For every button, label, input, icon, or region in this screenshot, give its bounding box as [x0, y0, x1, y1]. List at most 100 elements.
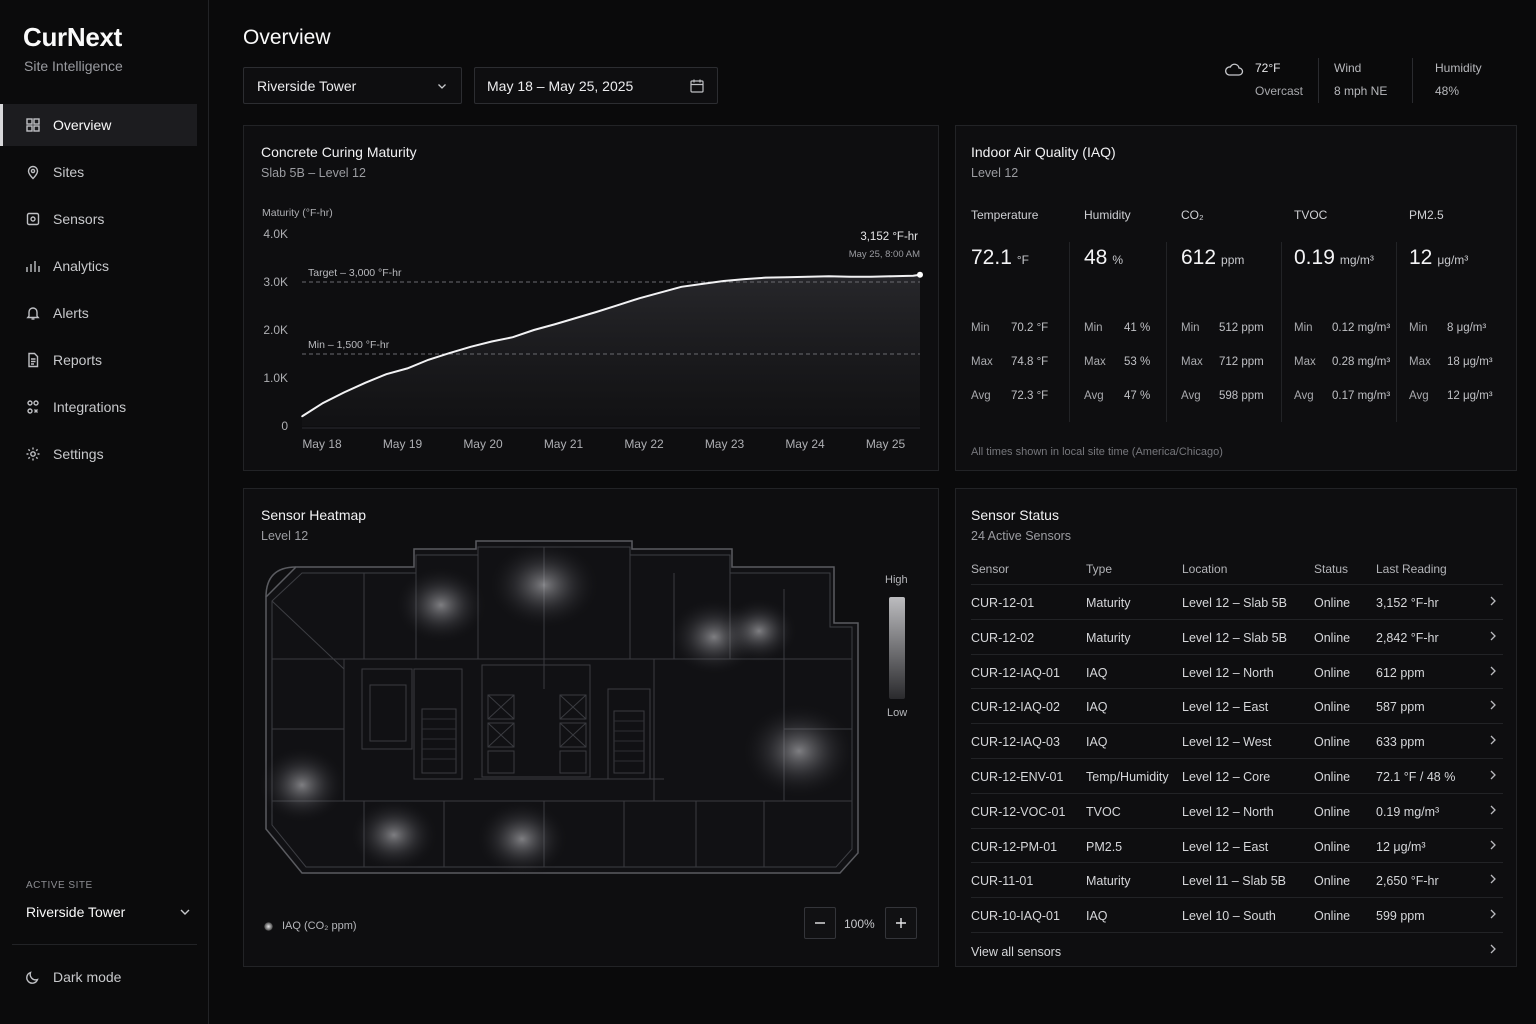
data-point [807, 275, 809, 278]
table-row[interactable]: CUR-12-ENV-01 Temp/Humidity Level 12 – Cor… [971, 758, 1503, 793]
date-range-picker[interactable]: May 18 – May 25, 2025 [474, 67, 718, 104]
data-point [322, 402, 324, 404]
sidebar-item-overview[interactable]: Overview [0, 104, 197, 146]
humidity-value: 48% [1435, 84, 1460, 98]
zoom-in-button[interactable] [885, 907, 917, 939]
view-all-sensors-link[interactable]: View all sensors [971, 932, 1503, 967]
chevron-right-icon [1490, 805, 1496, 815]
table-cell: CUR-12-02 [971, 630, 1035, 645]
site-select[interactable]: Riverside Tower [243, 67, 462, 104]
sensor-status-panel: Sensor Status 24 Active Sensors Sensor Ty… [955, 488, 1517, 967]
date-range-value: May 18 – May 25, 2025 [487, 77, 634, 94]
metric-unit: mg/m³ [1339, 253, 1374, 267]
metric-value: 0.19 [1294, 246, 1335, 269]
data-point [596, 310, 598, 313]
stat-label: Min [1409, 322, 1428, 334]
data-point [638, 297, 641, 300]
x-tick-label: May 21 [544, 437, 584, 451]
table-cell: Online [1314, 596, 1351, 610]
panel-subtitle: Level 12 [261, 529, 309, 543]
metric-label: CO₂ [1181, 208, 1204, 222]
stat-value: 70.2 °F [1011, 322, 1049, 334]
latest-point [917, 271, 923, 278]
cloud-icon [1225, 63, 1244, 76]
zoom-out-button[interactable] [804, 907, 836, 939]
bar-chart-icon [25, 258, 41, 274]
table-cell: Level 12 – Slab 5B [1182, 630, 1287, 645]
iaq-panel: Indoor Air Quality (IAQ) Level 12 All ti… [955, 125, 1517, 471]
sidebar-item-integrations[interactable]: Integrations [0, 386, 209, 428]
sidebar-item-label: Overview [53, 117, 112, 133]
y-tick-label: 0 [281, 419, 288, 433]
sidebar-item-reports[interactable]: Reports [0, 339, 209, 381]
table-row[interactable]: CUR-10-IAQ-01 IAQ Level 10 – South Online 59… [971, 897, 1503, 932]
table-cell: Temp/Humidity [1086, 770, 1169, 784]
table-row[interactable]: CUR-12-IAQ-03 IAQ Level 12 – West Online 633… [971, 723, 1503, 758]
active-site-select[interactable]: Riverside Tower [26, 902, 191, 922]
sidebar-item-alerts[interactable]: Alerts [0, 292, 209, 334]
sidebar-item-settings[interactable]: Settings [0, 433, 209, 475]
dark-mode-toggle[interactable]: Dark mode [25, 969, 121, 985]
stat-value: 47 % [1124, 390, 1151, 402]
sidebar-item-analytics[interactable]: Analytics [0, 245, 209, 287]
iaq-stat-min: Min 8 μg/m³ [1409, 322, 1486, 334]
heat-spot [348, 797, 440, 873]
iaq-divider [1069, 242, 1070, 422]
data-point [385, 373, 388, 375]
data-point [427, 358, 430, 361]
table-cell: Maturity [1086, 874, 1131, 889]
data-point [575, 317, 577, 319]
table-row[interactable]: CUR-12-01 Maturity Level 12 – Slab 5B Onlin… [971, 584, 1503, 619]
table-cell: Level 12 – East [1182, 839, 1269, 854]
table-cell: CUR-11-01 [971, 874, 1034, 889]
data-point [722, 280, 725, 282]
panel-subtitle: 24 Active Sensors [971, 529, 1072, 543]
x-tick-label: May 22 [624, 437, 664, 451]
table-cell: 2,842 °F-hr [1376, 630, 1439, 645]
stat-value: 598 ppm [1219, 390, 1264, 402]
x-tick-label: May 18 [302, 437, 342, 451]
sidebar-item-label: Sites [53, 164, 85, 180]
sidebar-item-sensors[interactable]: Sensors [0, 198, 209, 240]
table-row[interactable]: CUR-12-PM-01 PM2.5 Level 12 – East Online 12… [971, 827, 1503, 863]
data-point [301, 415, 303, 418]
data-point [701, 283, 704, 285]
stat-label: Max [971, 356, 993, 368]
site-select-value: Riverside Tower [257, 77, 357, 94]
stat-value: 0.28 mg/m³ [1332, 356, 1391, 368]
iaq-stat-min: Min 41 % [1084, 322, 1150, 334]
table-row[interactable]: CUR-12-IAQ-01 IAQ Level 12 – North Online 61… [971, 653, 1503, 689]
metric-label: TVOC [1294, 208, 1328, 222]
legend-low-label: Low [887, 707, 908, 719]
table-row[interactable]: CUR-12-02 Maturity Level 12 – Slab 5B Onlin… [971, 618, 1503, 654]
panel-title: Indoor Air Quality (IAQ) [971, 144, 1116, 160]
sidebar-item-label: Sensors [53, 211, 105, 227]
sidebar-item-sites[interactable]: Sites [0, 151, 209, 193]
stat-label: Min [1294, 322, 1313, 334]
table-cell: Online [1314, 665, 1351, 680]
table-cell: CUR-10-IAQ-01 [971, 909, 1060, 924]
dark-mode-label: Dark mode [53, 969, 122, 985]
panel-title: Sensor Status [971, 507, 1059, 523]
reference-line-label: Min – 1,500 °F-hr [308, 339, 390, 351]
table-cell: PM2.5 [1086, 839, 1123, 854]
iaq-metric-temperature: Temperature 72.1 °F Min 70.2 °F Max 74.8 °F Av… [971, 208, 1048, 402]
data-point [764, 276, 767, 279]
data-point [912, 274, 915, 277]
sidebar-item-label: Analytics [53, 258, 110, 274]
active-site-label: ACTIVE SITE [26, 880, 93, 891]
metric-unit: °F [1016, 253, 1030, 267]
data-point [406, 367, 409, 370]
iaq-stat-avg: Avg 598 ppm [1181, 390, 1264, 402]
wind-value: 8 mph NE [1334, 84, 1388, 98]
table-row[interactable]: CUR-11-01 Maturity Level 11 – Slab 5B Onlin… [971, 862, 1503, 897]
table-row[interactable]: CUR-12-IAQ-02 IAQ Level 12 – East Online 587… [971, 688, 1503, 723]
chevron-right-icon [1490, 944, 1496, 954]
panel-subtitle: Level 12 [971, 166, 1019, 180]
sensor-icon [25, 211, 41, 227]
table-row[interactable]: CUR-12-VOC-01 TVOC Level 12 – North Online 0… [971, 792, 1503, 828]
table-cell: Level 12 – Slab 5B [1182, 596, 1287, 610]
bell-icon [25, 305, 41, 321]
metric-value: 612 [1181, 246, 1217, 269]
reference-line-label: Target – 3,000 °F-hr [308, 267, 402, 279]
